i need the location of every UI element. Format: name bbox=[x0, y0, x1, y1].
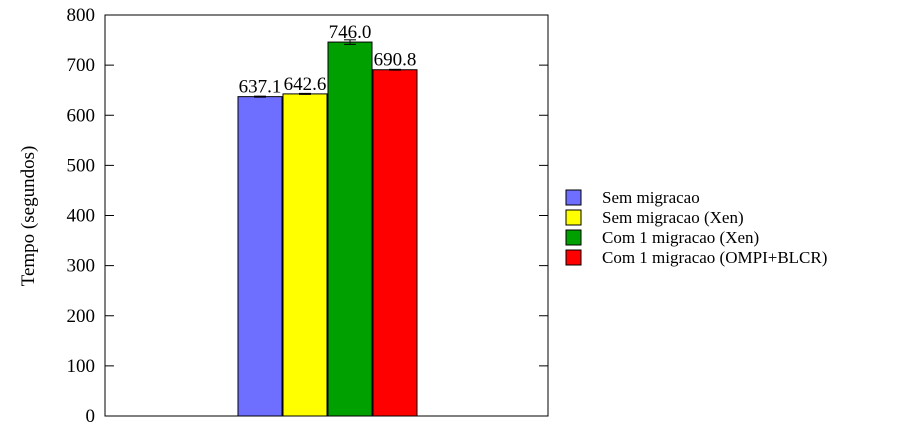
y-tick-label: 500 bbox=[67, 155, 96, 176]
y-tick-label: 600 bbox=[67, 105, 96, 126]
y-tick-label: 300 bbox=[67, 256, 96, 277]
y-axis-title: Tempo (segundos) bbox=[18, 146, 39, 287]
bar-value-label: 642.6 bbox=[284, 74, 327, 95]
y-tick-label: 100 bbox=[67, 356, 96, 377]
legend-swatch bbox=[566, 230, 581, 245]
y-tick-label: 200 bbox=[67, 306, 96, 327]
bars bbox=[238, 42, 417, 416]
legend-swatch bbox=[566, 210, 581, 225]
legend-label: Sem migracao bbox=[602, 188, 700, 207]
legend-swatch bbox=[566, 190, 581, 205]
y-tick-label: 0 bbox=[86, 406, 96, 427]
bar bbox=[238, 97, 282, 416]
legend-label: Com 1 migracao (Xen) bbox=[602, 228, 759, 247]
bar-value-label: 690.8 bbox=[374, 50, 417, 71]
bar-value-label: 746.0 bbox=[329, 22, 372, 43]
bar bbox=[283, 94, 327, 416]
legend-swatch bbox=[566, 250, 581, 265]
legend-label: Sem migracao (Xen) bbox=[602, 208, 744, 227]
bar bbox=[373, 70, 417, 416]
y-tick-label: 800 bbox=[67, 5, 96, 26]
y-tick-label: 700 bbox=[67, 55, 96, 76]
y-tick-label: 400 bbox=[67, 206, 96, 227]
bar-value-label: 637.1 bbox=[239, 77, 282, 98]
legend-label: Com 1 migracao (OMPI+BLCR) bbox=[602, 248, 827, 267]
bar bbox=[328, 42, 372, 416]
